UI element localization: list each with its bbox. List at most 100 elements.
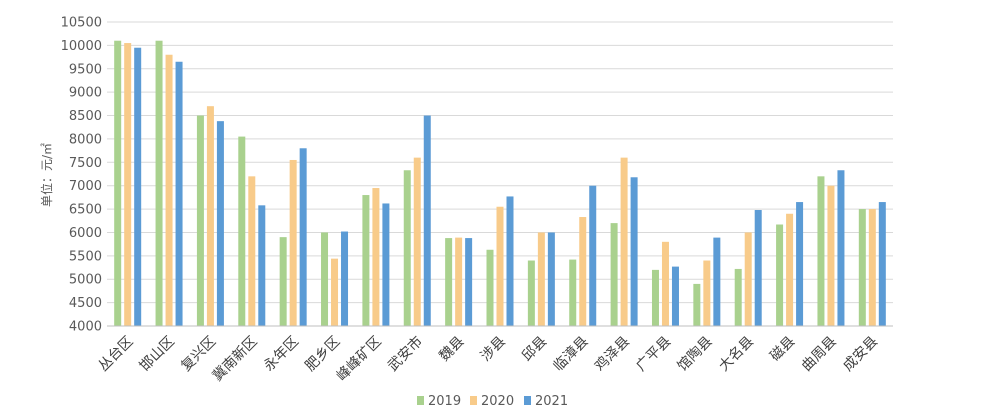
bar-2020 xyxy=(455,237,463,326)
bar-2020 xyxy=(786,213,794,326)
bar-2021 xyxy=(878,202,886,326)
y-tick-label: 10500 xyxy=(61,16,102,31)
legend-label: 2021 xyxy=(535,394,568,409)
bar-2020 xyxy=(620,157,628,326)
bar-2019 xyxy=(238,136,246,326)
x-tick-label: 冀南新区 xyxy=(210,334,261,385)
legend-swatch-2021 xyxy=(524,396,531,405)
y-tick-label: 8000 xyxy=(69,132,102,147)
bar-2020 xyxy=(413,157,421,326)
bar-2021 xyxy=(506,196,514,326)
bar-2021 xyxy=(630,177,638,326)
y-tick-label: 7000 xyxy=(69,179,102,194)
y-tick-label: 5000 xyxy=(69,273,102,288)
bars xyxy=(114,40,886,327)
x-tick-label: 涉县 xyxy=(478,334,509,365)
x-tick-label: 磁县 xyxy=(767,334,798,365)
bar-2020 xyxy=(579,217,587,326)
bar-2020 xyxy=(289,159,297,326)
bar-2021 xyxy=(589,185,597,326)
bar-2019 xyxy=(858,209,866,326)
y-axis-title: 单位：元/㎡ xyxy=(39,143,54,207)
legend-swatch-2019 xyxy=(417,396,424,405)
y-tick-label: 4500 xyxy=(69,296,102,311)
bar-2020 xyxy=(124,43,132,327)
y-tick-label: 6500 xyxy=(69,203,102,218)
x-tick-label: 临漳县 xyxy=(550,333,592,375)
bar-2020 xyxy=(372,188,380,326)
legend-swatch-2020 xyxy=(470,396,477,405)
y-tick-label: 8500 xyxy=(69,109,102,124)
bar-2021 xyxy=(713,237,721,326)
bar-2021 xyxy=(382,203,390,326)
x-tick-label: 邱县 xyxy=(519,334,550,365)
bar-2019 xyxy=(693,283,701,326)
bar-2019 xyxy=(362,195,370,326)
bar-2021 xyxy=(423,115,431,327)
bar-2019 xyxy=(155,40,163,326)
x-tick-label: 永年区 xyxy=(261,334,302,375)
bar-2021 xyxy=(796,202,804,326)
bar-2019 xyxy=(279,237,287,326)
x-tick-label: 成安县 xyxy=(840,334,881,375)
bar-2021 xyxy=(175,61,183,326)
bar-2020 xyxy=(248,176,256,326)
x-tick-label: 曲周县 xyxy=(799,334,840,375)
bar-2021 xyxy=(258,205,266,326)
bar-2019 xyxy=(114,40,122,326)
bar-2021 xyxy=(465,238,473,326)
bar-2020 xyxy=(744,232,752,326)
x-tick-label: 峰峰矿区 xyxy=(334,334,385,385)
bar-2020 xyxy=(703,260,711,326)
bar-2021 xyxy=(216,121,224,326)
bar-2019 xyxy=(445,238,453,326)
bar-2019 xyxy=(817,176,825,326)
bar-2021 xyxy=(341,231,349,326)
bar-2019 xyxy=(196,115,204,327)
y-tick-label: 7500 xyxy=(69,156,102,171)
bar-2019 xyxy=(776,224,784,326)
x-tick-label: 魏县 xyxy=(436,334,467,365)
bar-2020 xyxy=(496,206,504,326)
bar-2019 xyxy=(321,232,329,326)
bar-2019 xyxy=(569,259,577,326)
x-tick-label: 邯山区 xyxy=(137,334,178,375)
x-tick-label: 广平县 xyxy=(633,334,674,375)
bar-2020 xyxy=(206,106,214,326)
bar-2021 xyxy=(299,148,307,326)
bar-2019 xyxy=(610,223,618,326)
x-tick-label: 大名县 xyxy=(716,334,757,375)
y-tick-label: 4000 xyxy=(69,320,102,335)
bar-2019 xyxy=(403,170,411,326)
bar-2021 xyxy=(547,232,555,326)
x-tick-label: 复兴区 xyxy=(178,333,220,375)
y-tick-label: 5500 xyxy=(69,249,102,264)
y-tick-label: 9000 xyxy=(69,86,102,101)
bar-2021 xyxy=(671,266,679,326)
bar-2020 xyxy=(331,258,339,326)
bar-2019 xyxy=(651,269,659,326)
legend-label: 2020 xyxy=(481,394,514,409)
x-tick-label: 丛台区 xyxy=(96,334,137,375)
bar-2021 xyxy=(134,47,142,326)
y-tick-label: 10000 xyxy=(61,39,102,54)
x-tick-label: 鸡泽县 xyxy=(591,333,633,375)
bar-2020 xyxy=(868,209,876,326)
y-tick-label: 9500 xyxy=(69,62,102,77)
y-tick-label: 6000 xyxy=(69,226,102,241)
bar-2020 xyxy=(661,241,669,326)
bar-2019 xyxy=(486,249,494,326)
bar-2020 xyxy=(165,54,173,326)
legend: 2019 2020 2021 xyxy=(417,394,568,409)
bar-2021 xyxy=(754,210,762,326)
x-tick-label: 武安市 xyxy=(384,333,426,375)
legend-label: 2019 xyxy=(428,394,461,409)
x-tick-label: 馆陶县 xyxy=(675,334,716,375)
bar-2021 xyxy=(837,170,845,326)
bar-2020 xyxy=(537,232,545,326)
bar-2019 xyxy=(734,268,742,326)
y-axis-ticks: 4000 4500 5000 5500 6000 6500 7000 7500 8000 8500… xyxy=(61,16,102,335)
